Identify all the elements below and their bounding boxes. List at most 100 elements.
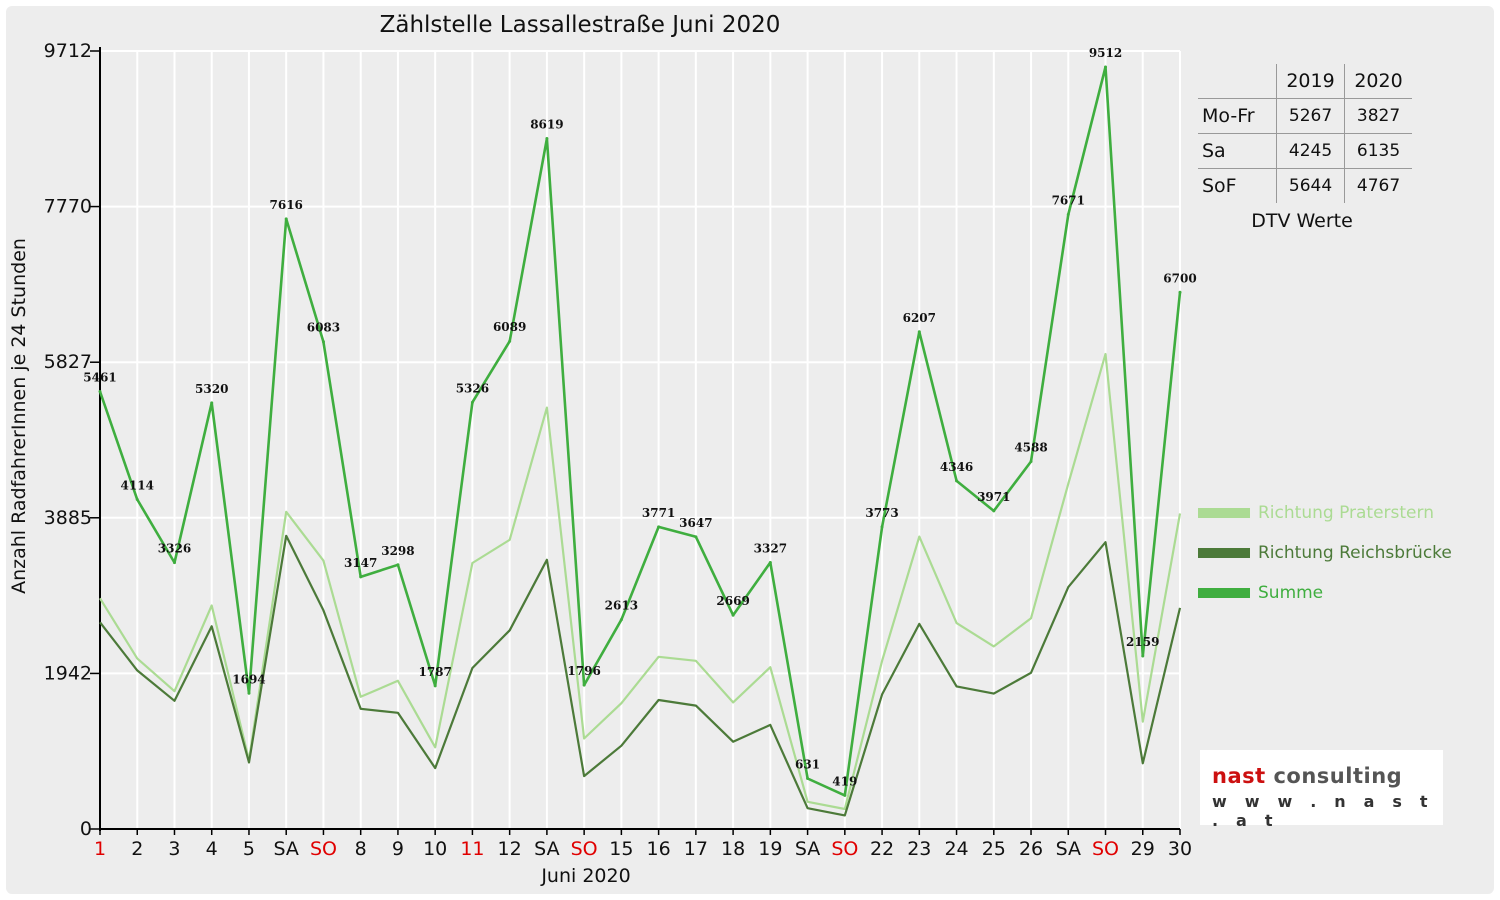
data-point [582, 683, 586, 687]
dtv-cell-2019: 4245 [1276, 133, 1346, 169]
data-label: 419 [832, 774, 857, 788]
x-tick-label: SA [534, 838, 559, 860]
data-point [619, 618, 623, 622]
series-line-reichsbruecke [99, 534, 1182, 817]
x-tick-label: 10 [423, 838, 447, 860]
data-label: 8619 [530, 118, 563, 132]
x-tick-label: 24 [944, 838, 968, 860]
data-point [284, 217, 288, 221]
data-label: 3298 [381, 544, 414, 558]
legend-label-reichsbruecke: Richtung Reichsbrücke [1258, 543, 1452, 563]
x-tick-label: 23 [907, 838, 931, 860]
data-label: 4114 [121, 478, 154, 492]
data-point [1178, 290, 1182, 294]
data-label: 1694 [232, 672, 265, 686]
data-label: 2669 [716, 594, 749, 608]
x-tick-label: 29 [1131, 838, 1155, 860]
dtv-row-label: Mo-Fr [1198, 98, 1277, 134]
data-label: 3773 [865, 506, 898, 520]
x-tick-label: 26 [1019, 838, 1043, 860]
x-tick-label: 18 [721, 838, 745, 860]
x-tick-label: SO [310, 838, 337, 860]
dtv-row: Sa 4245 6135 [1198, 133, 1412, 169]
dtv-cell-2019: 5267 [1276, 98, 1346, 134]
legend-item-praterstern: Richtung Praterstern [1198, 493, 1452, 533]
data-point [694, 535, 698, 539]
x-tick-label: 22 [870, 838, 894, 860]
data-point [992, 509, 996, 513]
legend-swatch-praterstern [1198, 508, 1250, 518]
x-tick-label: 2 [131, 838, 143, 860]
series-line-praterstern [99, 352, 1182, 811]
legend-label-summe: Summe [1258, 583, 1324, 603]
data-label: 3327 [754, 541, 787, 555]
x-tick-label: 4 [206, 838, 218, 860]
y-tick-label: 3885 [44, 507, 92, 529]
x-tick-label: 9 [392, 838, 404, 860]
dtv-cell-2020: 6135 [1344, 133, 1412, 169]
y-tick-label: 1942 [44, 662, 92, 684]
x-tick-label: SA [1056, 838, 1081, 860]
data-point [433, 684, 437, 688]
data-label: 5326 [456, 381, 489, 395]
data-label: 4346 [940, 460, 973, 474]
legend-swatch-reichsbruecke [1198, 548, 1250, 558]
x-tick-label: 1 [94, 838, 106, 860]
data-point [843, 793, 847, 797]
x-tick-label: 15 [609, 838, 633, 860]
legend-label-praterstern: Richtung Praterstern [1258, 503, 1434, 523]
data-point [768, 560, 772, 564]
x-tick-label: SO [571, 838, 598, 860]
data-label: 6700 [1163, 271, 1196, 285]
x-tick-label: 8 [355, 838, 367, 860]
data-label: 3647 [679, 516, 712, 530]
data-label: 5320 [195, 382, 228, 396]
logo-brand: nast consulting [1212, 764, 1402, 788]
data-label: 2159 [1126, 635, 1159, 649]
data-point [1141, 654, 1145, 658]
legend-swatch-summe [1198, 588, 1250, 598]
y-tick-label: 0 [80, 818, 92, 840]
data-point [508, 339, 512, 343]
x-tick-label: 30 [1168, 838, 1192, 860]
data-point [1029, 459, 1033, 463]
series-line-summe [98, 65, 1182, 797]
x-tick-label: 12 [498, 838, 522, 860]
data-label: 3971 [977, 490, 1010, 504]
data-label: 3326 [158, 542, 191, 556]
data-label: 6083 [307, 321, 340, 335]
logo-brand-accent: nast [1212, 764, 1266, 788]
dtv-caption: DTV Werte [1251, 210, 1353, 232]
dtv-header-2019: 2019 [1276, 64, 1346, 99]
data-label: 2613 [605, 599, 638, 613]
data-point [210, 401, 214, 405]
dtv-row-label: SoF [1198, 168, 1277, 203]
data-label: 6089 [493, 320, 526, 334]
data-point [806, 776, 810, 780]
data-label: 1796 [567, 664, 600, 678]
data-label: 1787 [418, 665, 451, 679]
data-label: 7616 [270, 198, 303, 212]
logo-brand-rest: consulting [1265, 764, 1403, 788]
data-label: 5461 [83, 371, 116, 385]
data-point [880, 525, 884, 529]
x-tick-label: 11 [460, 838, 484, 860]
x-tick-label: SO [1092, 838, 1119, 860]
data-point [1104, 65, 1108, 69]
data-point [1066, 212, 1070, 216]
data-point [98, 390, 102, 394]
data-point [955, 479, 959, 483]
company-logo: nast consulting w w w . n a s t . a t [1200, 750, 1443, 830]
data-point [396, 563, 400, 567]
chart-legend: Richtung Praterstern Richtung Reichsbrüc… [1198, 493, 1452, 613]
dtv-table: 2019 2020 Mo-Fr 5267 3827 Sa 4245 6135 S… [1198, 64, 1412, 203]
data-label: 9512 [1089, 46, 1122, 60]
data-label: 7671 [1052, 193, 1085, 207]
legend-item-summe: Summe [1198, 573, 1452, 613]
x-tick-label: 16 [647, 838, 671, 860]
dtv-cell-2019: 5644 [1276, 168, 1346, 203]
data-label: 4588 [1014, 440, 1047, 454]
dtv-row: Mo-Fr 5267 3827 [1198, 98, 1412, 134]
x-tick-label: 25 [982, 838, 1006, 860]
